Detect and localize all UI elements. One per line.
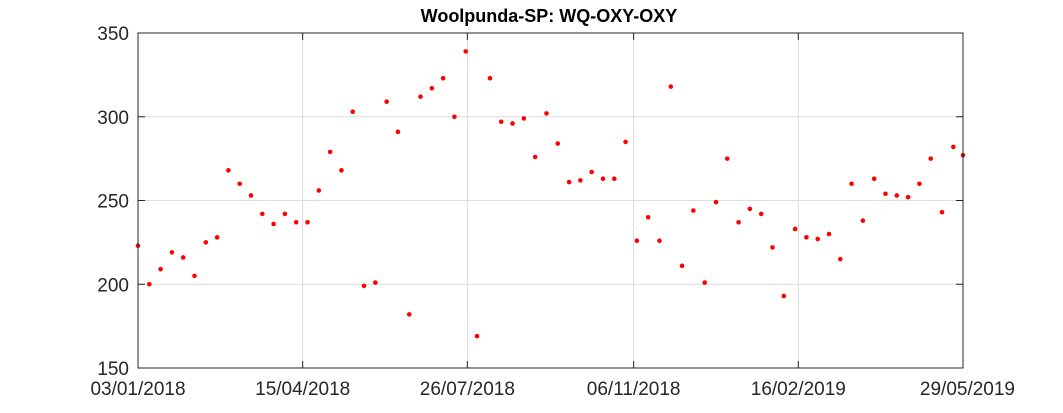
data-point (316, 188, 322, 193)
data-point (758, 211, 764, 217)
y-tick-label: 200 (97, 275, 129, 296)
x-axis-tick-labels: 03/01/2018 15/04/2018 26/07/2018 06/11/2018… (90, 379, 1015, 400)
data-point (282, 211, 288, 217)
data-point (180, 255, 186, 260)
data-point (657, 238, 662, 243)
data-point (691, 208, 696, 213)
data-point (474, 333, 480, 339)
data-point (147, 281, 152, 287)
data-point (192, 273, 197, 279)
y-tick-label: 250 (97, 192, 129, 213)
data-point (826, 231, 832, 237)
data-point (713, 199, 719, 205)
data-point (702, 280, 707, 285)
data-point (860, 218, 866, 223)
data-points (135, 49, 966, 339)
data-point (237, 181, 243, 187)
data-point (634, 238, 640, 243)
y-axis-tick-labels: 150 200 250 300 350 (97, 24, 129, 380)
data-point (544, 111, 549, 116)
data-point (871, 176, 877, 182)
data-point (169, 250, 175, 255)
chart-title: Woolpunda-SP: WQ-OXY-OXY (421, 6, 678, 26)
data-point (305, 219, 310, 225)
data-point (928, 156, 934, 161)
data-point (781, 293, 787, 299)
plot-frame (137, 32, 964, 369)
data-point (939, 209, 945, 215)
data-point (668, 84, 674, 89)
data-point (406, 312, 412, 317)
data-point (248, 193, 254, 198)
data-point (532, 154, 538, 160)
data-point (804, 235, 809, 240)
x-tick-label: 15/04/2018 (255, 379, 350, 400)
data-point (271, 221, 276, 227)
data-point (679, 263, 685, 269)
data-point (792, 226, 798, 232)
grid-lines (138, 33, 963, 368)
data-point (361, 283, 367, 289)
data-point (849, 181, 854, 187)
data-point (350, 109, 356, 115)
data-point (487, 75, 493, 81)
data-point (418, 94, 423, 99)
data-point (815, 236, 820, 242)
data-point (578, 178, 583, 183)
y-tick-label: 300 (97, 108, 129, 129)
data-point (260, 211, 265, 217)
data-point (463, 49, 469, 54)
data-point (510, 121, 515, 126)
data-point (623, 139, 628, 145)
y-tick-label: 150 (97, 359, 129, 380)
data-point (339, 168, 344, 173)
x-tick-label: 29/05/2019 (920, 379, 1015, 400)
x-tick-label: 16/02/2019 (751, 379, 846, 400)
data-point (894, 193, 900, 198)
data-point (883, 191, 888, 197)
data-point (203, 240, 209, 245)
data-point (452, 114, 457, 120)
data-point (951, 144, 956, 150)
data-point (736, 219, 741, 225)
data-point (724, 156, 730, 161)
data-point (293, 219, 299, 225)
data-point (429, 85, 435, 91)
data-point (214, 235, 220, 240)
data-point (917, 181, 922, 187)
data-point (600, 176, 606, 182)
data-point (440, 75, 446, 81)
data-point (611, 176, 617, 182)
data-point (327, 149, 333, 155)
data-point (384, 99, 389, 104)
x-tick-label: 03/01/2018 (90, 379, 185, 400)
y-tick-label: 350 (97, 24, 129, 45)
data-point (395, 129, 401, 135)
data-point (555, 141, 561, 146)
x-tick-label: 06/11/2018 (587, 379, 681, 400)
data-point (747, 206, 753, 212)
x-tick-label: 26/07/2018 (420, 379, 515, 400)
data-point (589, 169, 594, 175)
data-point (905, 194, 911, 200)
data-point (226, 168, 231, 173)
data-point (566, 179, 572, 185)
data-point (837, 256, 843, 262)
data-point (498, 119, 504, 125)
data-point (645, 214, 651, 220)
data-point (521, 116, 527, 121)
data-point (158, 266, 163, 272)
data-point (770, 245, 775, 250)
data-point (373, 280, 378, 285)
